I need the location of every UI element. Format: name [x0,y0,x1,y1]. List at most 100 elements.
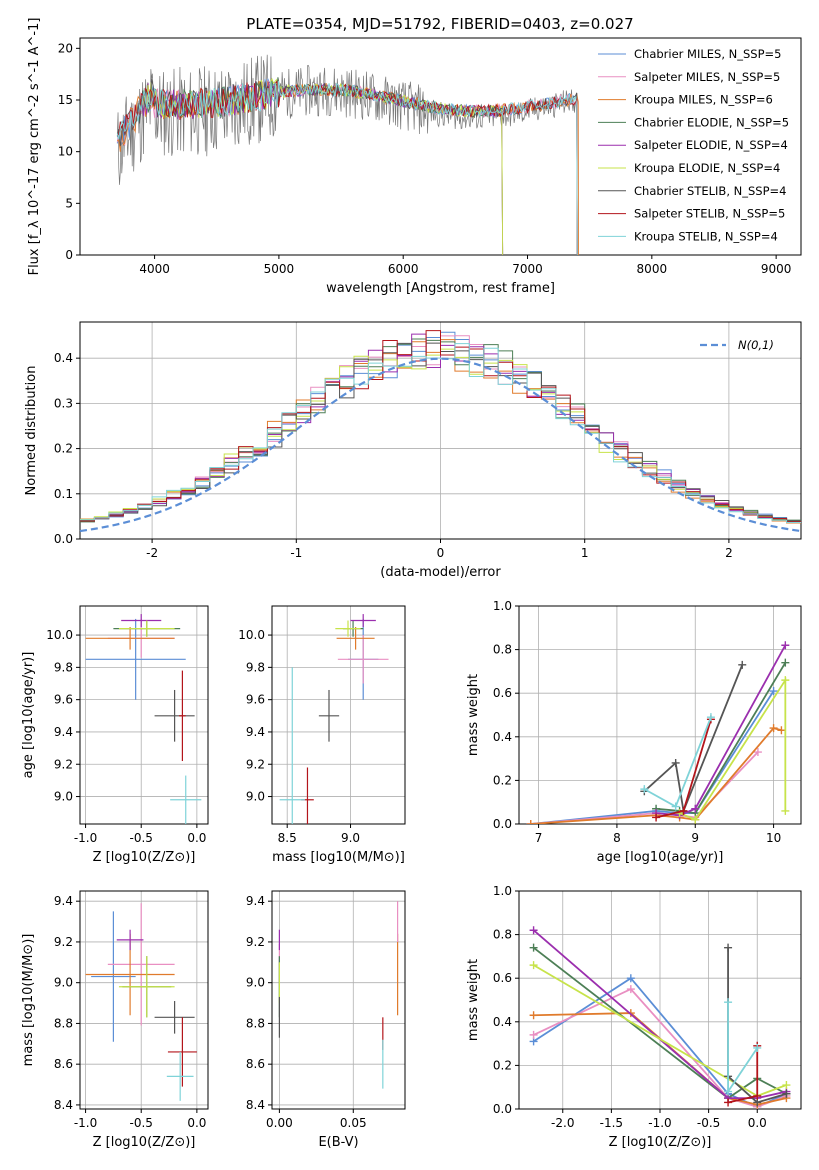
y-tick-label: 0.2 [493,773,512,787]
weight-point-marker [640,785,649,794]
y-tick-label: 9.0 [246,976,265,990]
y-tick-label: 15 [58,93,73,107]
y-tick-label: 0.6 [493,971,512,985]
x-tick-label: 0 [437,546,445,560]
axes-frame [79,605,209,825]
weight-point-marker [526,820,535,824]
y-tick-label: 20 [58,41,73,55]
axes-frame [518,890,802,1110]
x-axis-label: Z [log10(Z/Z⊙)] [609,1135,712,1150]
model-spectrum-line [141,77,504,255]
y-tick-label: 0.4 [493,730,512,744]
x-tick-label: 10 [766,831,781,845]
weight-point-marker [738,660,747,669]
weight-point-marker [724,998,733,1007]
weight-line-chabrier_miles [530,690,775,824]
weight-point-marker [679,806,688,815]
weight-point-marker [529,926,538,935]
y-tick-label: 8.8 [54,1016,73,1030]
weight-point-marker [529,943,538,952]
weight-point-marker [782,1081,791,1090]
y-tick-label: 9.0 [246,790,265,804]
weight-point-marker [626,985,635,994]
y-tick-label: 9.4 [54,894,73,908]
weight-line-kroupa_stelib [643,716,712,808]
weight-point-marker [652,813,661,822]
x-axis-label: E(B-V) [318,1135,358,1150]
spectrum-axes: 4000 5000 6000 7000 8000 9000 0 5 10 15 20 waveleng… [27,18,802,296]
legend-entry: Chabrier ELODIE, N_SSP=5 [634,115,789,129]
x-tick-label: 0.00 [266,1116,293,1130]
weight-line-kroupa_stelib [727,1002,758,1095]
y-tick-label: 8.6 [54,1057,73,1071]
y-tick-label: 9.4 [246,894,265,908]
x-axis-label: mass [log10(M/M⊙)] [272,850,405,865]
weight-point-marker [529,961,538,970]
x-tick-label: 1 [581,546,589,560]
y-tick-label: 0.0 [493,817,512,831]
y-tick-label: 9.4 [246,725,265,739]
mass_vs_EBV-axes: 0.00 0.05 8.4 8.6 8.8 9.0 9.2 9.4 E(B-V) [246,890,406,1150]
weight-point-marker [769,687,778,696]
y-tick-label: 0.1 [54,487,73,501]
weight-point-marker [782,1089,791,1098]
legend-entry: Kroupa STELIB, N_SSP=4 [634,229,778,243]
x-tick-label: -1.0 [648,1116,671,1130]
y-tick-label: 0.0 [493,1102,512,1116]
y-tick-label: 0.4 [54,351,73,365]
weight-point-marker [781,658,790,667]
y-axis-label: Flux [f_λ 10^-17 erg cm^-2 s^-1 A^-1] [27,18,42,276]
x-tick-label: 6000 [388,262,419,276]
x-tick-label: 7000 [512,262,543,276]
y-tick-label: 9.8 [54,660,73,674]
x-tick-label: 5000 [264,262,295,276]
normal-reference-curve [79,357,802,533]
weight-line-chabrier_stelib [643,664,744,815]
y-tick-label: 0 [65,248,73,262]
x-tick-label: 4000 [139,262,170,276]
x-tick-label: -0.5 [697,1116,720,1130]
legend-entry: Chabrier STELIB, N_SSP=4 [634,184,786,198]
x-tick-label: 0.05 [340,1116,367,1130]
weight-line-salpeter_elodie [532,929,787,1099]
weight-point-marker [777,726,786,735]
weight-point-marker [724,1087,733,1096]
y-tick-label: 9.8 [246,660,265,674]
x-tick-label: 0.0 [187,831,206,845]
weight-point-marker [671,758,680,767]
legend-entry: Kroupa ELODIE, N_SSP=4 [634,161,780,175]
x-tick-label: 8000 [637,262,668,276]
y-tick-label: 8.4 [54,1098,73,1112]
x-axis-label: age [log10(age/yr)] [597,850,724,865]
x-tick-label: 8 [613,831,621,845]
x-tick-label: 0.0 [748,1116,767,1130]
axes-frame [79,37,802,256]
axes-frame [518,605,802,825]
y-axis-label: mass weight [466,674,481,756]
x-axis-label: Z [log10(Z/Z⊙)] [93,850,196,865]
model-spectrum-line [117,80,579,255]
y-tick-label: 0.3 [54,396,73,410]
x-tick-label: -1 [290,546,302,560]
weight-point-marker [781,676,790,685]
legend-entry: Salpeter STELIB, N_SSP=5 [634,207,785,221]
weight-point-marker [781,806,790,815]
weight-point-marker [626,974,635,983]
weight-line-kroupa_elodie [679,677,787,821]
y-tick-label: 0.6 [493,686,512,700]
weight_vs_Z-axes: -2.0 -1.5 -1.0 -0.5 0.0 0.0 0.2 0.4 0.6 0.8 1.0 Z [… [466,884,802,1150]
y-tick-label: 10.0 [46,628,73,642]
weight-point-marker [769,724,778,733]
x-tick-label: 0.0 [187,1116,206,1130]
y-tick-label: 9.2 [246,935,265,949]
x-tick-label: 9 [691,831,699,845]
x-axis-label: Z [log10(Z/Z⊙)] [93,1135,196,1150]
axes-frame [79,890,209,1110]
figure-title: PLATE=0354, MJD=51792, FIBERID=0403, z=0… [246,15,633,33]
weight-point-marker [753,748,762,757]
y-tick-label: 0.8 [493,643,512,657]
observed-spectrum-line [116,54,578,185]
y-tick-label: 9.2 [54,757,73,771]
weight_vs_age-axes: 7 8 9 10 0.0 0.2 0.4 0.6 0.8 1.0 age [log10(age/yr… [466,599,802,865]
